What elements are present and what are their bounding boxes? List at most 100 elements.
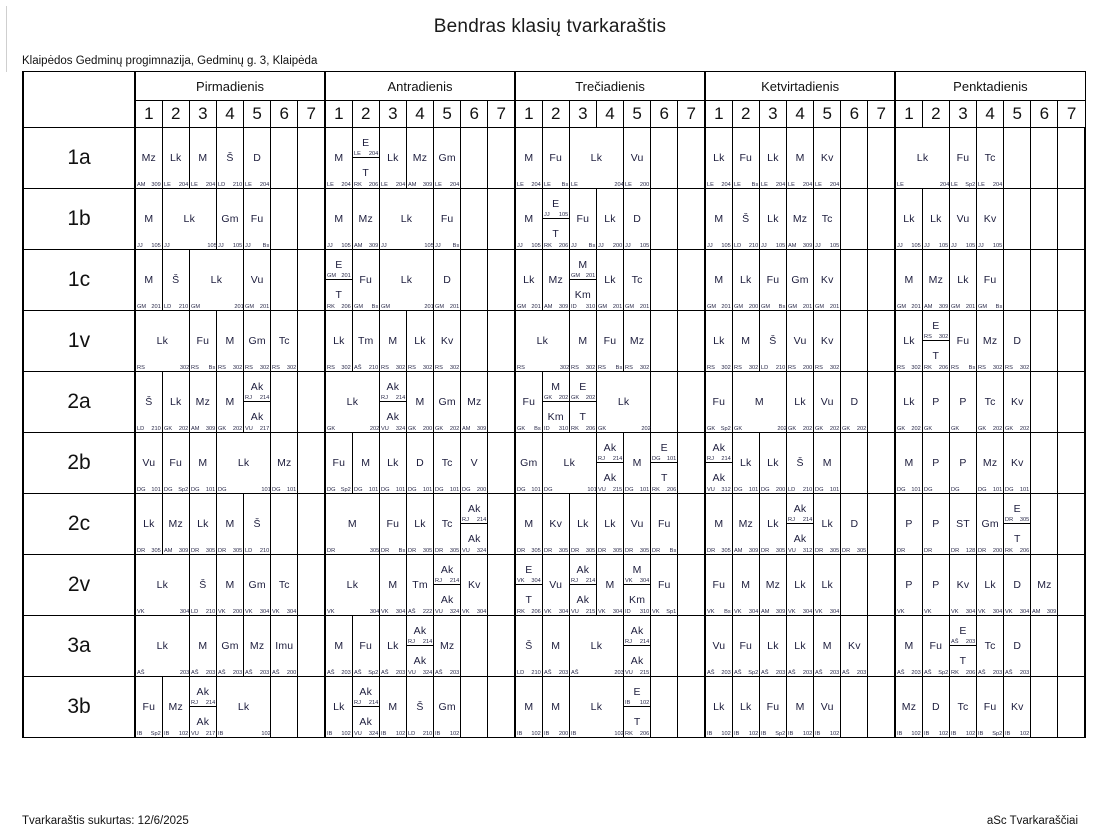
lesson-cell[interactable]: Lk JJ 105 [894, 188, 923, 250]
lesson-cell[interactable]: Lk GM 201 [595, 249, 625, 311]
lesson-cell[interactable]: M AŠ 203 [324, 615, 353, 677]
lesson-cell[interactable]: Ak RJ 214 Ak VU 312 [704, 432, 733, 494]
lesson-cell[interactable]: Mz AM 309 [133, 127, 163, 189]
lesson-cell[interactable]: Lk GM 201 [513, 249, 543, 311]
lesson-cell[interactable]: Lk JJ 105 [378, 188, 435, 250]
lesson-cell[interactable]: Mz DG 101 [270, 432, 299, 494]
lesson-cell[interactable]: E GK 202 T RK 206 [568, 371, 597, 433]
lesson-cell[interactable]: M RS 302 [731, 310, 760, 372]
lesson-cell[interactable]: Mz AM 309 [188, 371, 217, 433]
class-label-1b[interactable]: 1b [22, 188, 136, 250]
lesson-cell[interactable]: Fu DG Sp2 [324, 432, 353, 494]
lesson-cell[interactable]: D DR 305 [840, 493, 869, 555]
lesson-cell[interactable]: Lk DG 200 [758, 432, 787, 494]
lesson-cell[interactable]: M IB 200 [541, 676, 570, 738]
lesson-cell[interactable]: Mz AM 309 [351, 188, 380, 250]
lesson-cell[interactable]: M JJ 105 [324, 188, 353, 250]
lesson-cell[interactable]: Lk DG 101 [215, 432, 272, 494]
lesson-cell[interactable]: Tc AŠ 203 [976, 615, 1005, 677]
lesson-cell[interactable]: Š LD 210 [243, 493, 272, 555]
lesson-cell[interactable]: P DR [894, 493, 923, 555]
lesson-cell[interactable]: Lk AŠ 203 [568, 615, 625, 677]
lesson-cell[interactable]: Lk JJ 105 [921, 188, 950, 250]
lesson-cell[interactable]: P DG [948, 432, 978, 494]
lesson-cell[interactable]: Lk DR 305 [595, 493, 625, 555]
lesson-cell[interactable]: Lk JJ 200 [595, 188, 625, 250]
lesson-cell[interactable]: M JJ 105 [133, 188, 163, 250]
lesson-cell[interactable]: M RS 302 [215, 310, 245, 372]
lesson-cell[interactable]: Mz AM 309 [758, 554, 787, 616]
lesson-cell[interactable]: Kv JJ 105 [976, 188, 1005, 250]
lesson-cell[interactable]: Kv IB 102 [1003, 676, 1032, 738]
lesson-cell[interactable]: Imu AŠ 200 [270, 615, 299, 677]
lesson-cell[interactable]: Vu LE 200 [623, 127, 652, 189]
lesson-cell[interactable]: Gm GK 202 [433, 371, 462, 433]
lesson-cell[interactable]: Mz RS 302 [976, 310, 1005, 372]
lesson-cell[interactable]: Vu IB 102 [813, 676, 842, 738]
lesson-cell[interactable]: Lk IB 102 [215, 676, 272, 738]
lesson-cell[interactable]: E JJ 105 T RK 206 [541, 188, 570, 250]
lesson-cell[interactable]: M RS 302 [378, 310, 407, 372]
lesson-cell[interactable]: Lk LE 204 [704, 127, 733, 189]
lesson-cell[interactable]: M VK 304 [378, 554, 407, 616]
lesson-cell[interactable]: Lk AŠ 203 [378, 615, 407, 677]
lesson-cell[interactable]: Lk RS 302 [405, 310, 435, 372]
lesson-cell[interactable]: Kv GM 201 [813, 249, 842, 311]
lesson-cell[interactable]: Fu VK Bs [704, 554, 733, 616]
lesson-cell[interactable]: Tc VK 304 [270, 554, 299, 616]
lesson-cell[interactable]: E RS 302 T RK 206 [921, 310, 950, 372]
lesson-cell[interactable]: Lk VK 304 [813, 554, 842, 616]
lesson-cell[interactable]: M AŠ 203 [894, 615, 923, 677]
lesson-cell[interactable]: M DG 101 [894, 432, 923, 494]
lesson-cell[interactable]: D JJ 105 [623, 188, 652, 250]
lesson-cell[interactable]: M DG 101 [813, 432, 842, 494]
lesson-cell[interactable]: Š LD 210 [188, 554, 217, 616]
lesson-cell[interactable]: Gm DG 101 [513, 432, 543, 494]
lesson-cell[interactable]: Lk GM 201 [188, 249, 245, 311]
lesson-cell[interactable]: Lk AŠ 203 [785, 615, 815, 677]
lesson-cell[interactable]: Fu IB Sp2 [133, 676, 163, 738]
lesson-cell[interactable]: M LE 204 [513, 127, 543, 189]
lesson-cell[interactable]: Fu GM Bs [351, 249, 380, 311]
lesson-cell[interactable]: Tm AŠ 210 [351, 310, 380, 372]
lesson-cell[interactable]: M GK 202 Km ID 310 [541, 371, 570, 433]
lesson-cell[interactable]: Lk AŠ 203 [133, 615, 190, 677]
lesson-cell[interactable]: D LE 204 [243, 127, 272, 189]
lesson-cell[interactable]: Fu GM Bs [758, 249, 787, 311]
lesson-cell[interactable]: Fu GK Sp2 [704, 371, 733, 433]
lesson-cell[interactable]: Tc IB 102 [948, 676, 978, 738]
lesson-cell[interactable]: Lk VK 304 [785, 554, 815, 616]
lesson-cell[interactable]: Ak RJ 214 Ak VU 312 [785, 493, 815, 555]
class-label-2v[interactable]: 2v [22, 554, 136, 616]
lesson-cell[interactable]: Lk GK 202 [161, 371, 190, 433]
lesson-cell[interactable]: Lk GM 201 [378, 249, 435, 311]
lesson-cell[interactable]: Fu VK Sp1 [650, 554, 679, 616]
lesson-cell[interactable]: E GM 201 T RK 206 [324, 249, 353, 311]
lesson-cell[interactable]: M GM 201 [704, 249, 733, 311]
lesson-cell[interactable]: Lk DR 305 [568, 493, 597, 555]
lesson-cell[interactable]: Lk DG 101 [378, 432, 407, 494]
lesson-cell[interactable]: Fu JJ Bs [433, 188, 462, 250]
class-label-2a[interactable]: 2a [22, 371, 136, 433]
lesson-cell[interactable]: Kv RS 302 [813, 310, 842, 372]
lesson-cell[interactable]: Fu AŠ Sp2 [731, 615, 760, 677]
lesson-cell[interactable]: M DR 305 [215, 493, 245, 555]
lesson-cell[interactable]: Ak RJ 214 Ak VU 215 [568, 554, 597, 616]
lesson-cell[interactable]: Fu AŠ Sp2 [351, 615, 380, 677]
lesson-cell[interactable]: Lk GK 202 [595, 371, 652, 433]
lesson-cell[interactable]: Gm DR 200 [976, 493, 1005, 555]
lesson-cell[interactable]: E VK 304 T RK 206 [513, 554, 543, 616]
lesson-cell[interactable]: Vu GK 202 [813, 371, 842, 433]
lesson-cell[interactable]: Mz IB 102 [161, 676, 190, 738]
lesson-cell[interactable]: Mz AM 309 [541, 249, 570, 311]
lesson-cell[interactable]: Mz AŠ 203 [243, 615, 272, 677]
lesson-cell[interactable]: Fu JJ Bs [243, 188, 272, 250]
lesson-cell[interactable]: Fu RS Bs [948, 310, 978, 372]
lesson-cell[interactable]: Fu IB Sp2 [976, 676, 1005, 738]
lesson-cell[interactable]: Lk RS 302 [513, 310, 570, 372]
lesson-cell[interactable]: Kv LE 204 [813, 127, 842, 189]
lesson-cell[interactable]: Lk GK 202 [894, 371, 923, 433]
lesson-cell[interactable]: ST DR 128 [948, 493, 978, 555]
lesson-cell[interactable]: Tc JJ 105 [813, 188, 842, 250]
lesson-cell[interactable]: Tc GM 201 [623, 249, 652, 311]
